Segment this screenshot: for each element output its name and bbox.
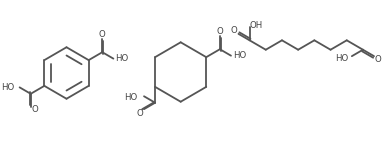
- Text: OH: OH: [250, 21, 263, 30]
- Text: HO: HO: [233, 51, 247, 60]
- Text: HO: HO: [114, 54, 128, 63]
- Text: O: O: [216, 27, 223, 36]
- Text: HO: HO: [1, 83, 15, 92]
- Text: O: O: [137, 109, 143, 118]
- Text: HO: HO: [336, 54, 348, 63]
- Text: O: O: [230, 26, 237, 35]
- Text: O: O: [31, 105, 38, 114]
- Text: O: O: [375, 55, 381, 64]
- Text: HO: HO: [125, 93, 138, 102]
- Text: O: O: [99, 30, 106, 39]
